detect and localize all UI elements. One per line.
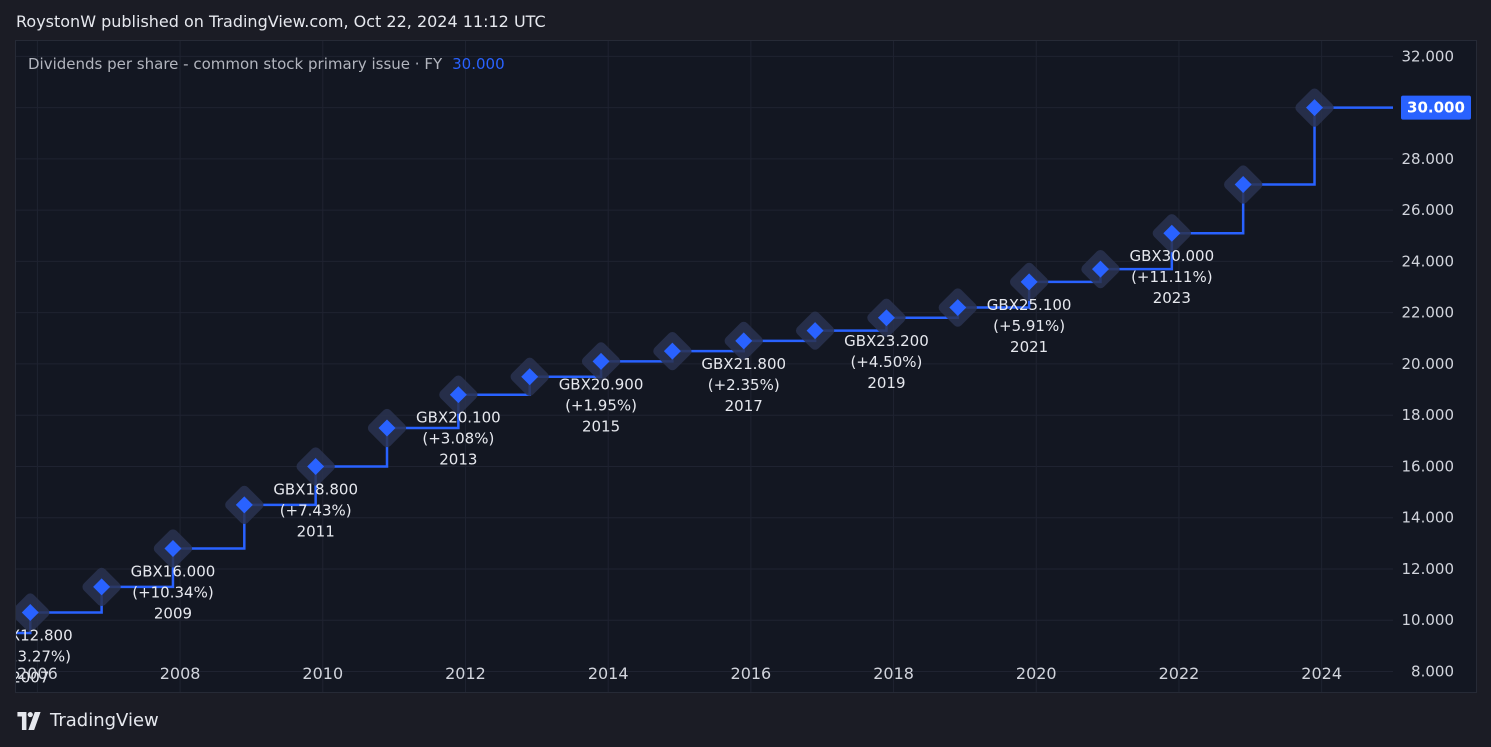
legend-value: 30.000 [452,55,505,73]
annotation-year: 2009 [154,604,192,622]
data-point-marker [735,332,753,350]
annotation-year: 2013 [439,451,477,469]
tradingview-logo-icon [17,711,41,730]
y-tick-label: 20.000 [1402,355,1455,373]
annotation-year: 2011 [297,522,335,540]
x-tick-label: 2018 [873,664,914,683]
series-legend[interactable]: Dividends per share - common stock prima… [28,55,505,73]
last-value-badge [1401,95,1471,120]
annotation-value: GBX21.800 [701,355,786,373]
annotation-year: 2023 [1153,289,1191,307]
y-tick-label: 8.000 [1411,662,1454,680]
y-tick-label: 26.000 [1402,201,1455,219]
annotation-change: (+11.11%) [1131,268,1212,286]
y-axis: 8.000 10.000 12.000 14.000 16.000 18.000 20.00… [1401,47,1471,680]
annotation-year: 2015 [582,417,620,435]
y-tick-label: 24.000 [1402,252,1455,270]
annotation-change: (+5.91%) [993,317,1065,335]
annotation-change: (+13.27%) [16,648,71,666]
y-tick-label: 22.000 [1402,304,1455,322]
annotation-value: GBX12.800 [16,627,73,645]
legend-label: Dividends per share - common stock prima… [28,55,443,73]
last-value-label: 30.000 [1407,99,1465,117]
x-tick-label: 2024 [1301,664,1342,683]
annotation-change: (+1.95%) [565,396,637,414]
x-axis: 2006 2008 2010 2012 2014 2016 2018 2020 2022 2024 [17,664,1342,683]
annotation-change: (+2.35%) [708,376,780,394]
data-point-marker [93,578,111,596]
series-group [16,88,1393,635]
data-point-marker [521,368,539,386]
x-tick-label: 2022 [1159,664,1200,683]
dividend-step-chart: GBX10.300(+8.42%)2005GBX12.800(+13.27%)2… [16,41,1471,692]
y-tick-label: 16.000 [1402,457,1455,475]
annotation-value: GBX30.000 [1129,247,1214,265]
annotation-change: (+4.50%) [850,353,922,371]
data-point-marker [235,496,253,514]
annotation-year: 2021 [1010,338,1048,356]
publish-header: RoystonW published on TradingView.com, O… [16,12,546,31]
data-point-marker [307,457,325,475]
annotation-group: GBX10.300(+8.42%)2005GBX12.800(+13.27%)2… [16,247,1214,687]
annotation-year: 2019 [867,374,905,392]
data-point-marker [663,342,681,360]
data-point-marker [449,386,467,404]
annotation-year: 2007 [16,669,49,687]
x-tick-label: 2014 [588,664,629,683]
annotation-value: GBX23.200 [844,332,929,350]
data-point-marker [877,309,895,327]
x-tick-label: 2012 [445,664,486,683]
chart-panel: GBX10.300(+8.42%)2005GBX12.800(+13.27%)2… [15,40,1477,693]
data-point-marker [806,322,824,340]
data-point-marker [378,419,396,437]
annotation-year: 2017 [725,397,763,415]
annotation-change: (+3.08%) [422,430,494,448]
annotation-value: GBX16.000 [131,562,216,580]
y-tick-label: 18.000 [1402,406,1455,424]
footer-brand[interactable]: TradingView [16,710,159,731]
y-tick-label: 28.000 [1402,150,1455,168]
y-tick-label: 12.000 [1402,560,1455,578]
annotation-value: GBX25.100 [987,296,1072,314]
x-tick-label: 2020 [1016,664,1057,683]
y-tick-label: 14.000 [1402,509,1455,527]
y-tick-label: 32.000 [1402,47,1455,65]
y-tick-label: 10.000 [1402,611,1455,629]
x-tick-label: 2006 [17,664,58,683]
x-tick-label: 2008 [160,664,201,683]
data-point-marker [592,352,610,370]
annotation-value: GBX20.900 [559,375,644,393]
annotation-value: GBX20.100 [416,409,501,427]
annotation-change: (+7.43%) [280,501,352,519]
data-point-marker [21,604,39,622]
data-point-marker [949,299,967,317]
x-tick-label: 2016 [731,664,772,683]
brand-name: TradingView [50,710,159,731]
annotation-change: (+10.34%) [132,583,213,601]
x-tick-label: 2010 [302,664,343,683]
annotation-value: GBX18.800 [273,480,358,498]
